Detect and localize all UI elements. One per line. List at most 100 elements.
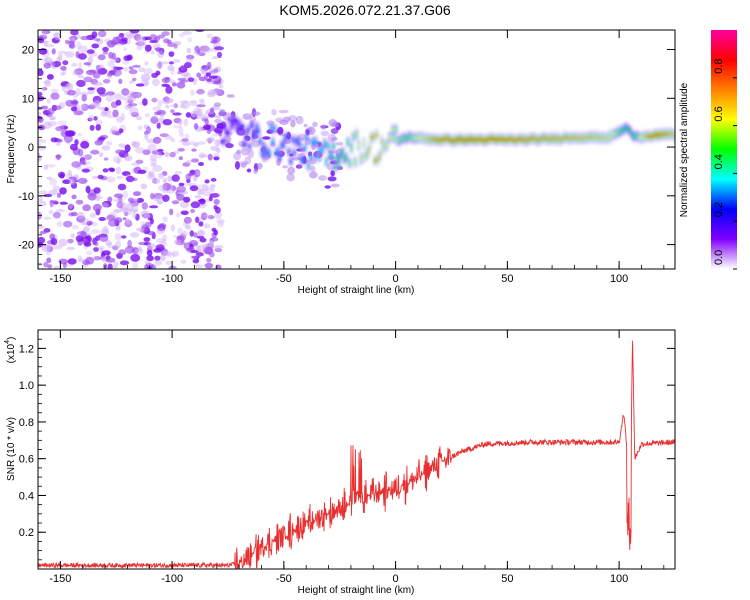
noise-blob: [186, 54, 195, 60]
ridge-core: [239, 127, 243, 131]
noise-blob: [190, 209, 196, 213]
snr-series-line: [38, 340, 675, 569]
noise-blob: [165, 260, 173, 265]
ridge-core: [353, 160, 357, 164]
ridge-core: [249, 124, 253, 127]
ridge-core: [287, 150, 291, 153]
noise-blob: [200, 99, 205, 107]
noise-blob: [164, 135, 173, 140]
noise-blob: [78, 258, 86, 263]
noise-blob: [194, 195, 202, 199]
ridge-core: [423, 137, 427, 141]
noise-blob: [67, 258, 77, 265]
noise-blob: [196, 245, 201, 253]
noise-blob: [70, 30, 79, 36]
noise-blob: [177, 148, 185, 152]
noise-blob: [326, 162, 335, 171]
noise-blob: [207, 215, 215, 220]
noise-blob: [149, 40, 159, 44]
noise-blob: [244, 156, 252, 165]
noise-blob: [38, 153, 41, 162]
ridge-core: [273, 127, 277, 130]
ridge-core: [359, 158, 362, 161]
noise-blob: [149, 205, 159, 209]
ridge-core: [257, 129, 260, 133]
ridge-core: [351, 135, 355, 139]
noise-blob: [180, 259, 187, 264]
noise-blob: [56, 154, 61, 161]
noise-blob: [114, 72, 123, 76]
noise-blob: [86, 49, 95, 54]
ridge-core: [357, 144, 361, 147]
noise-blob: [330, 128, 339, 134]
noise-blob: [77, 45, 88, 53]
noise-blob: [137, 169, 147, 174]
ridge-core: [267, 152, 271, 156]
noise-blob: [102, 46, 109, 53]
noise-blob: [143, 213, 151, 219]
ridge-core: [485, 138, 489, 142]
ridge-core: [661, 133, 665, 136]
colorbar-ticks: 0.0 0.2 0.4 0.6 0.8: [713, 59, 737, 270]
noise-blob: [159, 113, 165, 118]
colorbar: 0.0 0.2 0.4 0.6 0.8 Normalized spectral ampl…: [679, 30, 737, 270]
noise-blob: [50, 238, 58, 246]
noise-blob: [92, 95, 102, 104]
noise-blob: [130, 111, 139, 118]
noise-blob: [112, 109, 119, 118]
ridge-core: [425, 136, 429, 140]
ridge-core: [443, 138, 446, 141]
noise-blob: [123, 55, 132, 61]
noise-blob: [204, 118, 209, 125]
noise-blob: [191, 158, 199, 163]
noise-blob: [116, 158, 121, 165]
ridge-core: [233, 118, 237, 122]
noise-blob: [118, 249, 127, 256]
noise-blob: [80, 104, 86, 109]
noise-blob: [110, 126, 118, 132]
noise-blob: [57, 171, 66, 178]
noise-blob: [112, 156, 122, 163]
ridge-core: [559, 138, 563, 141]
noise-blob: [98, 30, 107, 38]
colorbar-tick-label: 0.8: [713, 59, 725, 74]
ridge-core: [294, 140, 298, 143]
ridge-core: [410, 137, 414, 140]
noise-blob: [106, 91, 115, 96]
ridge-core: [441, 137, 445, 141]
ridge-core: [462, 139, 466, 143]
ridge-core: [305, 136, 309, 139]
noise-blob: [187, 77, 195, 82]
noise-blob: [242, 113, 252, 120]
noise-blob: [213, 205, 218, 210]
noise-blob: [207, 138, 212, 144]
ridge-core: [380, 139, 384, 143]
ridge-core: [537, 138, 541, 142]
noise-blob: [191, 148, 197, 152]
noise-blob: [189, 185, 199, 192]
noise-blob: [213, 102, 222, 107]
colorbar-label: Normalized spectral amplitude: [679, 82, 690, 217]
noise-blob: [211, 192, 220, 198]
y-tick-label: 0.6: [19, 454, 34, 466]
ridge-core: [503, 138, 507, 142]
noise-blob: [187, 37, 193, 43]
noise-blob: [194, 107, 201, 114]
noise-blob: [101, 250, 111, 256]
noise-blob: [189, 99, 197, 104]
noise-blob: [297, 133, 307, 140]
noise-blob: [198, 221, 204, 227]
noise-blob: [190, 89, 195, 96]
noise-blob: [38, 147, 46, 151]
ridge-core: [459, 137, 463, 140]
noise-blob: [70, 106, 78, 112]
ridge-core: [451, 139, 455, 143]
noise-blob: [257, 162, 263, 170]
noise-blob: [214, 244, 224, 249]
x-tick-label: 0: [393, 273, 399, 285]
noise-blob: [233, 152, 242, 161]
noise-blob: [114, 93, 123, 101]
ridge-core: [373, 159, 377, 163]
noise-blob: [71, 62, 78, 67]
noise-blob: [38, 225, 44, 229]
